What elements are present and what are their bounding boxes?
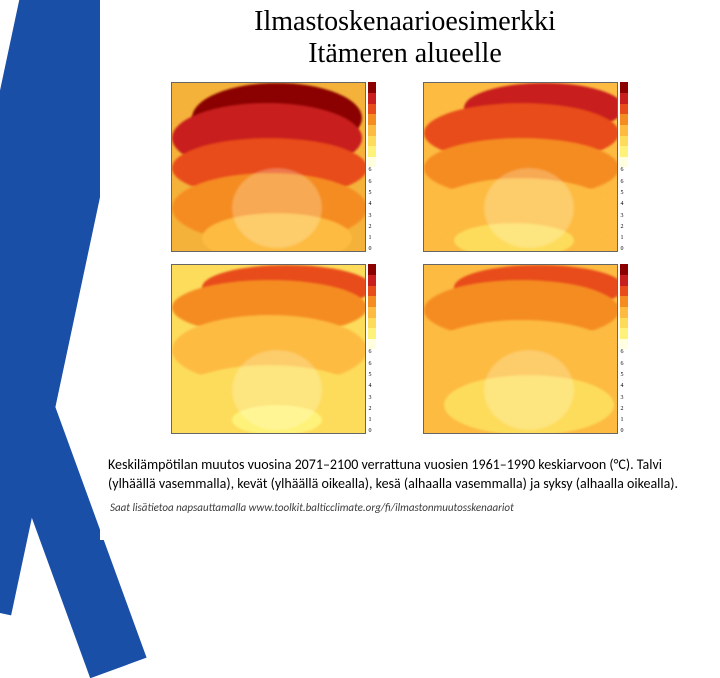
colorbar-tick: 6 [369, 349, 380, 355]
colorbar-tick: 4 [369, 383, 380, 389]
footer-note: Saat lisätietoa napsauttamalla www.toolk… [110, 501, 702, 514]
colorbar-tick: 6 [369, 179, 380, 185]
map-cell-winter: 6 6 5 4 3 2 1 0 [171, 82, 388, 260]
title-line-1: Ilmastoskenaarioesimerkki [254, 6, 556, 37]
colorbar-tick: 3 [621, 395, 632, 401]
colorbar-tick: 6 [621, 179, 632, 185]
slide-content: Ilmastoskenaarioesimerkki Itämeren aluee… [100, 0, 710, 540]
colorbar-tick: 3 [369, 213, 380, 219]
colorbar-tick: 4 [369, 201, 380, 207]
colorbar-tick: 1 [621, 417, 632, 423]
colorbar-tick: 3 [621, 213, 632, 219]
map-panel-summer [171, 264, 366, 434]
colorbar-tick: 3 [369, 395, 380, 401]
figure-caption: Keskilämpötilan muutos vuosina 2071–2100… [108, 456, 702, 492]
footer-prefix: Saat lisätietoa napsauttamalla [110, 501, 249, 514]
colorbar-tick: 2 [369, 406, 380, 412]
colorbar-autumn: 6 6 5 4 3 2 1 0 [620, 264, 640, 434]
colorbar-tick: 0 [621, 428, 632, 434]
colorbar-tick: 5 [369, 372, 380, 378]
map-panel-autumn [423, 264, 618, 434]
page-title: Ilmastoskenaarioesimerkki Itämeren aluee… [100, 6, 710, 70]
colorbar-tick: 6 [621, 361, 632, 367]
colorbar-tick: 2 [621, 406, 632, 412]
colorbar-tick: 6 [369, 361, 380, 367]
colorbar-tick: 6 [621, 349, 632, 355]
colorbar-tick: 5 [621, 190, 632, 196]
colorbar-spring: 6 6 5 4 3 2 1 0 [620, 82, 640, 252]
colorbar-tick: 2 [369, 224, 380, 230]
colorbar-tick: 1 [621, 235, 632, 241]
colorbar-tick: 0 [621, 246, 632, 252]
colorbar-tick: 5 [621, 372, 632, 378]
map-panel-winter [171, 82, 366, 252]
colorbar-tick: 5 [369, 190, 380, 196]
maps-grid: 6 6 5 4 3 2 1 0 6 6 5 4 3 2 1 0 6 6 5 4 3 2 1 0 6 6 5 4 3 2 1 0 [155, 82, 655, 442]
colorbar-winter: 6 6 5 4 3 2 1 0 [368, 82, 388, 252]
colorbar-tick: 1 [369, 235, 380, 241]
colorbar-tick: 2 [621, 224, 632, 230]
colorbar-tick: 6 [621, 167, 632, 173]
map-cell-summer: 6 6 5 4 3 2 1 0 [171, 264, 388, 442]
colorbar-tick: 6 [369, 167, 380, 173]
map-cell-spring: 6 6 5 4 3 2 1 0 [423, 82, 640, 260]
map-panel-spring [423, 82, 618, 252]
title-line-2: Itämeren alueelle [308, 38, 502, 69]
map-cell-autumn: 6 6 5 4 3 2 1 0 [423, 264, 640, 442]
colorbar-tick: 1 [369, 417, 380, 423]
footer-link: www.toolkit.balticclimate.org/fi/ilmasto… [249, 501, 514, 514]
colorbar-tick: 0 [369, 428, 380, 434]
colorbar-tick: 4 [621, 383, 632, 389]
colorbar-tick: 4 [621, 201, 632, 207]
colorbar-tick: 0 [369, 246, 380, 252]
colorbar-summer: 6 6 5 4 3 2 1 0 [368, 264, 388, 434]
